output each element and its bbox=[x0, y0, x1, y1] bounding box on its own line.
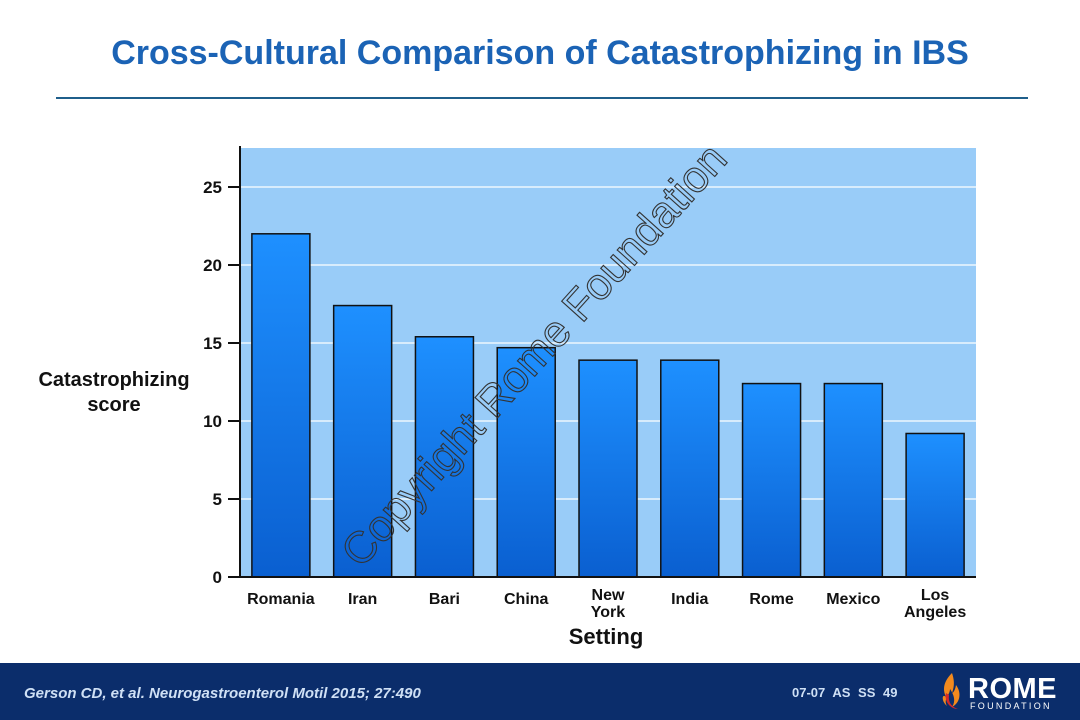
slide-code: 07-07 AS SS 49 bbox=[792, 685, 898, 700]
y-tick-label: 15 bbox=[203, 334, 222, 353]
x-tick-label: Romania bbox=[247, 591, 315, 608]
x-tick-label: China bbox=[504, 591, 549, 608]
bar-iran bbox=[332, 304, 393, 578]
x-axis-title: Setting bbox=[569, 624, 644, 649]
bar-china bbox=[496, 346, 556, 578]
bar-bari bbox=[414, 336, 475, 578]
citation: Gerson CD, et al. Neurogastroenterol Mot… bbox=[24, 685, 421, 702]
footer-bar: Gerson CD, et al. Neurogastroenterol Mot… bbox=[0, 663, 1080, 720]
logo-text: ROME bbox=[968, 673, 1057, 705]
x-tick-label: New York bbox=[591, 587, 625, 621]
x-tick-label: Bari bbox=[429, 591, 460, 608]
y-tick-label: 5 bbox=[213, 490, 222, 509]
flame-icon bbox=[942, 673, 960, 709]
slide-title: Cross-Cultural Comparison of Catastrophi… bbox=[111, 34, 969, 72]
bar-romania bbox=[251, 233, 311, 578]
y-ticks: 0 5 10 15 20 25 bbox=[203, 178, 240, 587]
y-tick-label: 25 bbox=[203, 178, 222, 197]
bar-mexico bbox=[823, 382, 884, 578]
x-tick-labels: Romania Iran Bari China New York India Rome Mexi… bbox=[247, 587, 966, 621]
bars bbox=[251, 233, 965, 578]
bar-rome bbox=[741, 382, 802, 578]
bar-india bbox=[660, 359, 720, 578]
y-tick-label: 10 bbox=[203, 412, 222, 431]
x-tick-label: Rome bbox=[749, 591, 794, 608]
x-tick-label: Iran bbox=[348, 591, 377, 608]
x-tick-label: Los Angeles bbox=[904, 587, 966, 621]
y-tick-label: 0 bbox=[213, 568, 222, 587]
x-tick-label: India bbox=[671, 591, 708, 608]
y-axis-title: Catastrophizing score bbox=[38, 369, 190, 416]
title-divider bbox=[56, 97, 1028, 99]
x-tick-label: Mexico bbox=[826, 591, 880, 608]
bar-los-angeles bbox=[905, 432, 965, 578]
bar-new-york bbox=[578, 359, 638, 578]
logo-subtext: FOUNDATION bbox=[970, 701, 1052, 711]
y-tick-label: 20 bbox=[203, 256, 222, 275]
bar-chart: 0 5 10 15 20 25 Romania Iran Bari China New York In… bbox=[203, 134, 976, 649]
rome-foundation-logo: ROME FOUNDATION bbox=[938, 671, 1068, 713]
